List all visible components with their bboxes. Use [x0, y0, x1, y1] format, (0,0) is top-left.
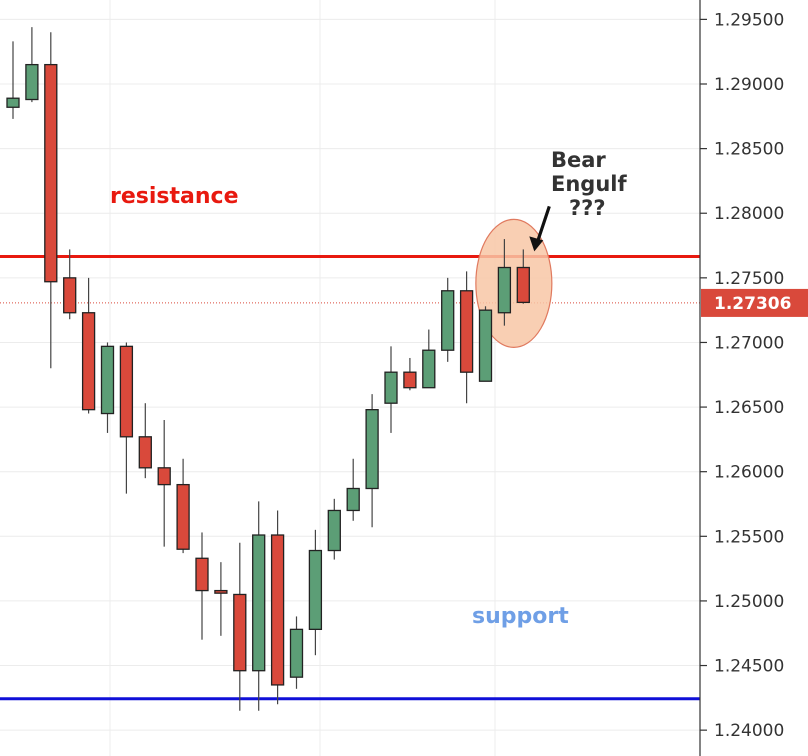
candle-body-down — [214, 589, 228, 594]
candle — [157, 420, 171, 547]
bear-engulf-label-line3: ??? — [569, 196, 606, 220]
candle — [308, 529, 323, 656]
candle-body-down — [81, 312, 96, 411]
price-tick-label: 1.24000 — [714, 721, 784, 741]
candle-body-down — [63, 277, 77, 314]
price-tick-label: 1.26000 — [714, 463, 784, 483]
candle — [100, 342, 115, 433]
price-axis: 1.29500 1.29000 1.28500 1.28000 1.27500 1.270… — [699, 0, 808, 756]
price-tick-label: 1.27500 — [714, 269, 784, 289]
candle — [346, 458, 360, 521]
candle — [176, 458, 190, 554]
price-tick-label: 1.25000 — [714, 592, 784, 612]
candle — [6, 41, 20, 119]
candle — [252, 501, 266, 711]
bear-engulf-label-line2: Engulf — [551, 172, 627, 196]
candle-body-down — [44, 63, 58, 283]
candle-body-up — [422, 349, 436, 389]
price-tick-label: 1.26500 — [714, 398, 784, 418]
candle — [365, 394, 379, 528]
candle — [81, 277, 96, 414]
candle — [63, 249, 77, 320]
candle — [403, 357, 417, 391]
candle-body-up — [252, 534, 266, 672]
candle-body-down — [459, 290, 474, 373]
candles — [6, 27, 530, 711]
candle — [233, 542, 247, 711]
candle-body-up — [497, 266, 512, 314]
current-price-badge — [701, 288, 808, 317]
support-label: support — [472, 604, 569, 629]
price-tick-label: 1.24500 — [714, 657, 784, 677]
annotations: resistance support Bear Engulf ??? — [110, 148, 627, 629]
candle — [441, 277, 455, 362]
candle-body-down — [195, 557, 209, 592]
candle-body-down — [233, 593, 247, 672]
price-tick-label: 1.29500 — [714, 10, 784, 30]
candle — [422, 329, 436, 389]
bear-engulf-label-line1: Bear — [551, 148, 606, 172]
candle-body-up — [289, 628, 304, 678]
candle — [25, 27, 39, 103]
candle — [214, 562, 228, 636]
candle — [516, 249, 530, 304]
price-tick-label: 1.27000 — [714, 333, 784, 353]
candle-body-down — [403, 371, 417, 389]
candle — [478, 306, 493, 382]
candle-body-up — [6, 97, 20, 108]
candle-body-down — [119, 345, 134, 438]
candle-body-up — [25, 63, 39, 101]
candle-body-up — [100, 345, 115, 415]
candle — [289, 616, 304, 689]
reference-lines — [0, 255, 700, 701]
candle — [119, 342, 134, 494]
candle-body-up — [384, 371, 398, 404]
candle — [459, 271, 474, 404]
candle-body-down — [138, 436, 152, 469]
candle-body-up — [308, 549, 323, 631]
candle-body-down — [176, 483, 190, 550]
price-tick-label: 1.29000 — [714, 75, 784, 95]
candle — [138, 403, 152, 479]
candle — [195, 532, 209, 640]
candle-body-down — [516, 266, 530, 304]
candle — [497, 239, 512, 326]
highlight-group — [475, 218, 553, 348]
resistance-label: resistance — [110, 184, 239, 209]
candle — [270, 510, 285, 705]
candle-body-up — [327, 509, 341, 552]
candle-body-up — [346, 487, 360, 512]
candle-body-up — [478, 309, 493, 382]
candle — [44, 32, 58, 369]
arrow-icon — [529, 205, 551, 252]
candle — [384, 346, 398, 433]
price-tick-label: 1.25500 — [714, 527, 784, 547]
candle-body-up — [441, 290, 455, 351]
price-tick-label: 1.28500 — [714, 140, 784, 160]
candle-body-down — [270, 534, 285, 686]
bear-engulf-highlight — [475, 218, 553, 348]
candle-body-down — [157, 467, 171, 486]
candle — [327, 498, 341, 560]
price-tick-label: 1.28000 — [714, 204, 784, 224]
candle-body-up — [365, 409, 379, 490]
current-price-label: 1.27306 — [714, 294, 791, 314]
